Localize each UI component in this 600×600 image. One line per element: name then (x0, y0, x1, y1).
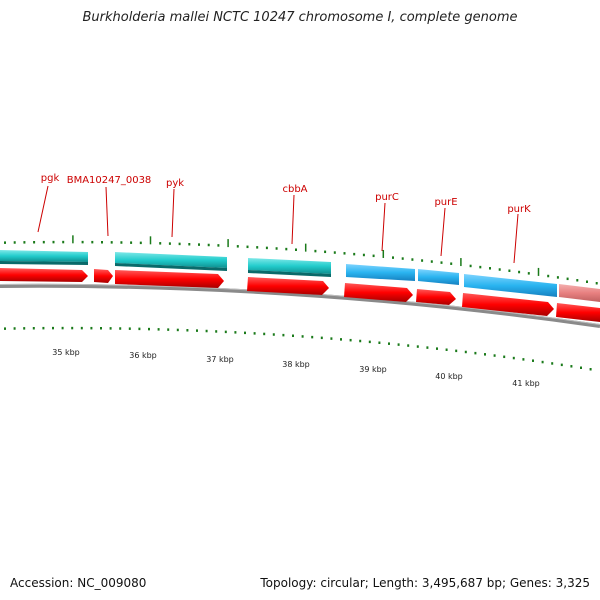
cds-arrow (115, 270, 224, 288)
cds-arrow (556, 303, 600, 322)
accession-text: Accession: NC_009080 (10, 576, 147, 590)
genome-backbone (0, 283, 600, 328)
feature-box (115, 263, 227, 271)
feature-box (0, 250, 88, 262)
scale-label-41: 41 kbp (512, 379, 540, 388)
gene-label-pyk: pyk (166, 178, 184, 189)
scale-label-36: 36 kbp (129, 351, 157, 360)
topology-text: Topology: circular; Length: 3,495,687 bp… (260, 576, 590, 590)
gene-label-purk: purK (507, 204, 531, 215)
feature-box (418, 269, 459, 285)
cds-arrow (462, 293, 554, 316)
feature-box (115, 252, 227, 268)
feature-box (346, 264, 415, 281)
scale-label-38: 38 kbp (282, 360, 310, 369)
cds-arrow (416, 289, 456, 305)
cds-arrow (344, 283, 413, 302)
gene-label-pgk: pgk (41, 173, 60, 184)
gene-labels: pgk BMA10247_0038 pyk cbbA purC purE pur… (37, 173, 531, 264)
gene-label-cbba: cbbA (282, 184, 307, 195)
lower-feature-track (0, 268, 600, 322)
scale-label-35: 35 kbp (52, 348, 80, 357)
feature-box (248, 270, 331, 277)
feature-box (0, 261, 88, 265)
scale-label-40: 40 kbp (435, 372, 463, 381)
scale-labels: 35 kbp 36 kbp 37 kbp 38 kbp 39 kbp 40 kb… (52, 348, 540, 388)
scale-label-39: 39 kbp (359, 365, 387, 374)
scale-label-37: 37 kbp (206, 355, 234, 364)
upper-tick-row (4, 235, 598, 285)
gene-label-pure: purE (434, 197, 457, 208)
cds-arrow (247, 277, 329, 295)
feature-box (248, 258, 331, 274)
feature-box (559, 284, 600, 302)
gene-label-bma10247-0038: BMA10247_0038 (67, 175, 152, 186)
lower-tick-row (4, 326, 592, 371)
upper-feature-track (0, 250, 600, 302)
cds-arrow (0, 268, 88, 282)
gene-label-purc: purC (375, 192, 399, 203)
feature-box (464, 274, 557, 297)
cds-arrow (94, 269, 113, 283)
map-title: Burkholderia mallei NCTC 10247 chromosom… (82, 10, 518, 25)
